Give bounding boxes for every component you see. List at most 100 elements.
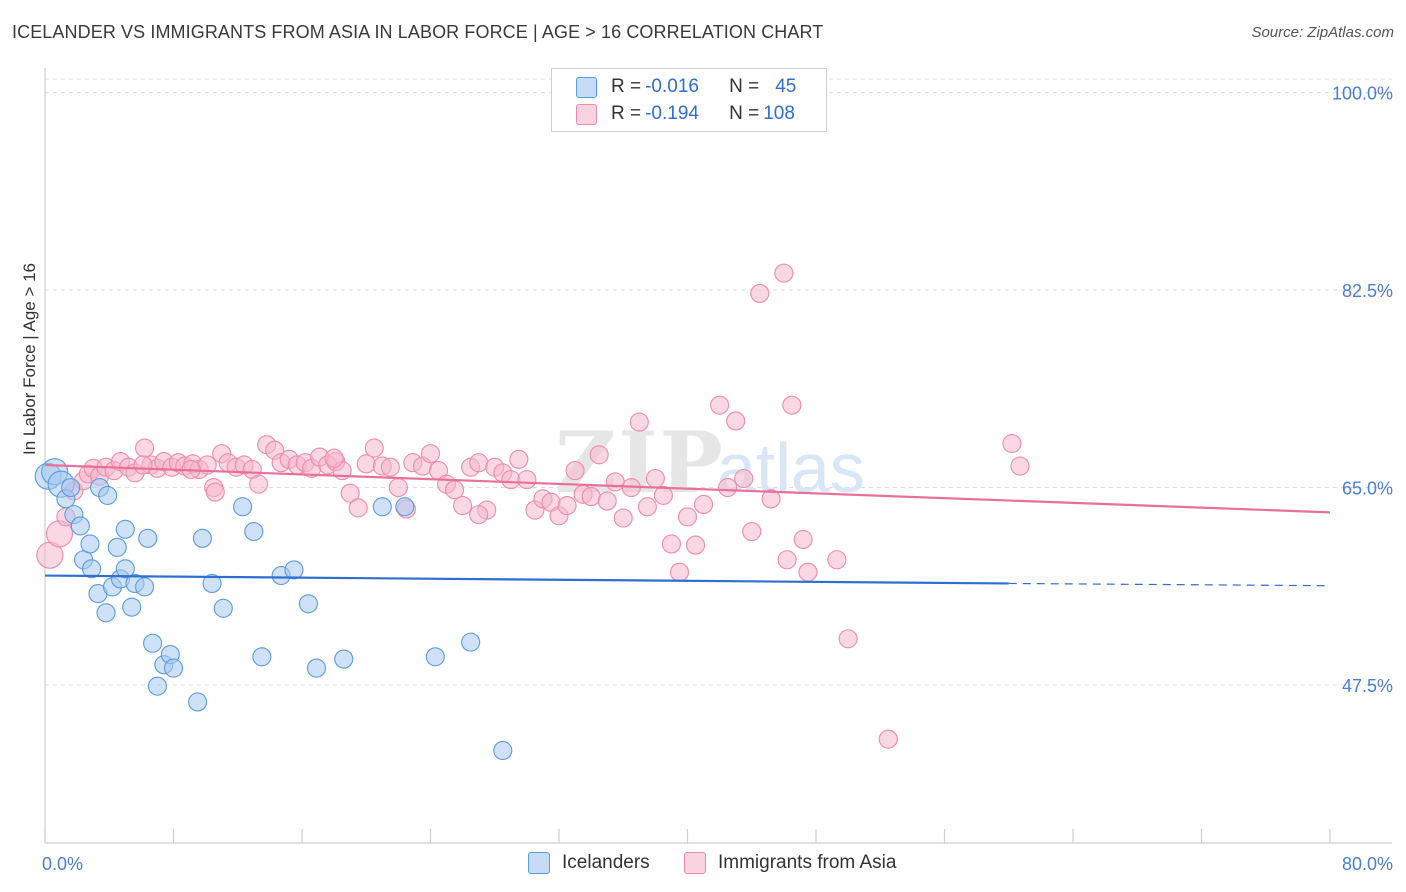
bottom-legend-swatch-blue	[528, 852, 550, 874]
y-tick-label: 65.0%	[1342, 479, 1393, 499]
immigrant-point	[469, 453, 489, 473]
immigrant-point	[605, 472, 625, 492]
icelander-point	[461, 632, 481, 652]
immigrant-point	[777, 550, 797, 570]
icelander-point	[298, 594, 318, 614]
icelander-point	[107, 537, 127, 557]
legend-row-immigrants-from-asia: R = -0.194 N = 108	[576, 102, 795, 126]
icelander-point	[147, 676, 167, 696]
y-tick-labels: 47.5% 65.0% 82.5% 100.0%	[1332, 84, 1393, 696]
immigrant-point	[565, 461, 585, 481]
icelander-point	[122, 597, 142, 617]
bottom-legend-label: Icelanders	[562, 852, 650, 873]
legend-n-label: N =	[729, 76, 760, 97]
bottom-legend-label: Immigrants from Asia	[718, 852, 897, 873]
immigrant-point	[750, 283, 770, 303]
axes	[44, 68, 1392, 844]
immigrant-point	[340, 483, 360, 503]
icelander-point	[115, 559, 135, 579]
x-tick-label: 0.0%	[42, 854, 83, 874]
immigrant-point	[661, 534, 681, 554]
immigrant-point	[249, 474, 269, 494]
icelander-point	[425, 647, 445, 667]
immigrant-point	[742, 521, 762, 542]
icelander-point	[163, 658, 184, 678]
legend-r-value: -0.194	[645, 103, 699, 124]
immigrant-point	[364, 438, 384, 458]
icelander-point	[252, 647, 272, 667]
icelander-point	[192, 528, 212, 548]
icelander-point	[244, 521, 264, 542]
immigrant-point	[1010, 456, 1030, 476]
immigrant-point	[205, 482, 225, 502]
icelander-point	[98, 485, 118, 505]
immigrant-point	[613, 508, 633, 528]
icelander-point	[61, 477, 81, 498]
bottom-legend-icelanders: Icelanders	[528, 852, 650, 874]
immigrant-point	[694, 494, 714, 515]
immigrant-point	[589, 445, 609, 465]
icelander-point	[395, 497, 415, 517]
icelander-point	[135, 577, 155, 597]
icelander-point	[334, 649, 354, 669]
immigrant-point	[726, 411, 746, 431]
legend: R = -0.016 N = 45 R = -0.194 N = 108	[551, 68, 827, 132]
immigrant-point	[469, 505, 489, 525]
legend-swatch-blue	[576, 76, 597, 98]
immigrant-point	[878, 729, 898, 749]
series-icelanders	[34, 458, 513, 761]
legend-r-label: R =	[611, 103, 642, 124]
immigrant-point	[734, 468, 754, 489]
icelander-point	[80, 534, 100, 554]
trend-lines	[44, 463, 1331, 587]
icelander-point	[143, 633, 163, 653]
immigrant-point	[581, 487, 601, 507]
icelander-point	[372, 497, 392, 517]
immigrant-point	[356, 454, 376, 474]
y-axis-label: In Labor Force | Age > 16	[20, 262, 39, 455]
immigrant-point	[453, 496, 473, 516]
icelander-point	[115, 519, 135, 539]
y-tick-label: 82.5%	[1342, 281, 1393, 301]
bottom-legend-immigrants-from-asia: Immigrants from Asia	[684, 852, 896, 874]
y-tick-label: 100.0%	[1332, 84, 1393, 104]
trend-line-extension	[1008, 582, 1331, 587]
immigrant-point	[685, 535, 706, 555]
x-tick-label: 80.0%	[1342, 854, 1393, 874]
immigrant-point	[380, 457, 400, 477]
series-immigrants-from-asia	[36, 263, 1030, 749]
icelander-point	[233, 497, 253, 517]
icelander-point	[284, 560, 304, 580]
immigrant-point	[798, 562, 818, 582]
immigrant-point	[629, 412, 649, 432]
immigrant-point	[793, 529, 813, 549]
immigrant-point	[135, 438, 155, 458]
immigrant-point	[445, 480, 465, 500]
immigrant-point	[597, 491, 617, 511]
immigrant-point	[669, 562, 690, 582]
legend-n-value: 108	[763, 103, 795, 124]
immigrant-point	[677, 507, 698, 527]
legend-r-value: -0.016	[645, 76, 699, 97]
icelander-point	[213, 598, 233, 618]
legend-n-value: 45	[775, 76, 797, 97]
immigrant-point	[653, 485, 673, 505]
icelander-point	[188, 692, 208, 712]
bottom-legend-swatch-pink	[684, 852, 706, 874]
icelander-point	[70, 516, 90, 536]
trend-line	[44, 574, 1009, 585]
icelander-point	[202, 573, 222, 594]
source-label: Source: ZipAtlas.com	[1251, 24, 1394, 41]
legend-swatch-pink	[576, 103, 597, 125]
chart-title: ICELANDER VS IMMIGRANTS FROM ASIA IN LAB…	[12, 22, 824, 42]
icelander-point	[493, 740, 513, 761]
legend-row-icelanders: R = -0.016 N = 45	[576, 75, 796, 99]
x-tick-labels: 0.0% 80.0%	[42, 854, 1393, 874]
immigrant-point	[348, 498, 368, 518]
immigrant-point	[827, 550, 847, 570]
legend-n-label: N =	[729, 103, 760, 124]
immigrant-point	[557, 496, 577, 516]
immigrant-point	[388, 477, 408, 498]
immigrant-point	[1002, 433, 1022, 454]
